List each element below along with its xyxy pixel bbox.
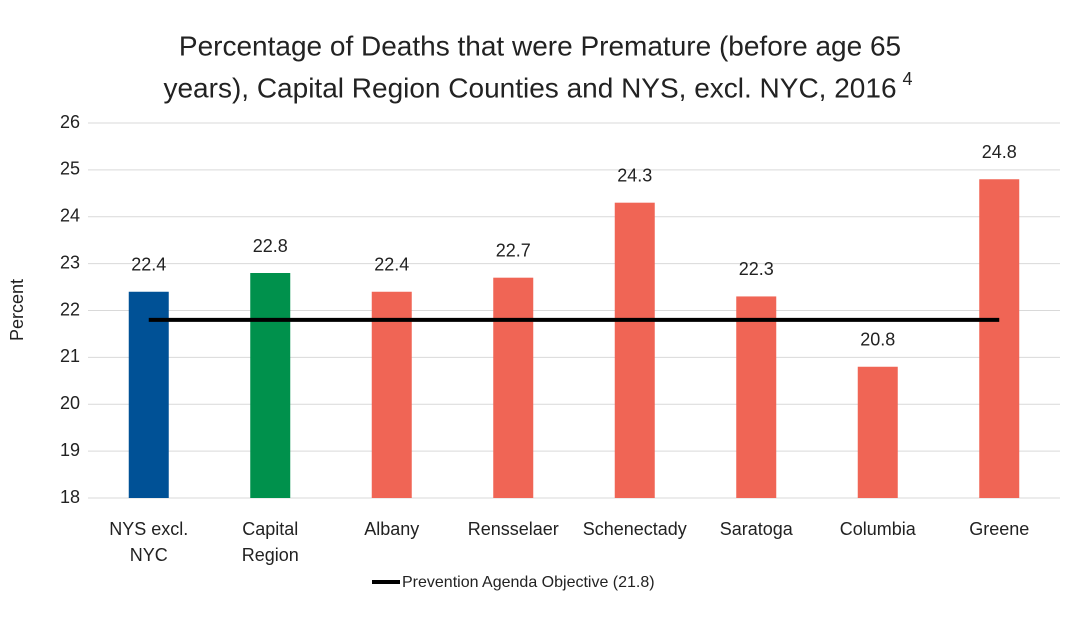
x-tick-label: Rensselaer: [468, 519, 559, 539]
value-label: 24.8: [982, 142, 1017, 162]
legend-label: Prevention Agenda Objective (21.8): [402, 574, 655, 591]
value-label: 22.3: [739, 259, 774, 279]
value-label: 24.3: [617, 165, 652, 185]
bar: [857, 366, 898, 498]
value-label: 20.8: [860, 330, 895, 350]
bar: [614, 202, 655, 498]
x-tick-label: Albany: [364, 519, 419, 539]
x-tick-label: NYS excl.: [109, 519, 188, 539]
bar: [736, 296, 777, 498]
y-tick-label: 26: [60, 112, 80, 132]
x-tick-label: Greene: [969, 519, 1029, 539]
value-label: 22.4: [131, 255, 166, 275]
x-tick-label: NYC: [130, 545, 168, 565]
bar: [493, 277, 534, 498]
bar: [250, 273, 291, 498]
x-tick-label: Columbia: [840, 519, 917, 539]
value-label: 22.4: [374, 255, 409, 275]
bar: [979, 179, 1020, 498]
bar: [371, 291, 412, 498]
y-tick-label: 20: [60, 393, 80, 413]
chart-title: years), Capital Region Counties and NYS,…: [163, 72, 896, 103]
x-tick-label: Saratoga: [720, 519, 794, 539]
y-tick-label: 19: [60, 440, 80, 460]
y-tick-label: 22: [60, 299, 80, 319]
x-tick-label: Schenectady: [583, 519, 687, 539]
y-tick-label: 23: [60, 252, 80, 272]
chart-title: Percentage of Deaths that were Premature…: [179, 30, 901, 61]
bar: [128, 291, 169, 498]
y-tick-label: 25: [60, 159, 80, 179]
y-tick-label: 24: [60, 206, 80, 226]
y-tick-label: 18: [60, 487, 80, 507]
x-tick-label: Capital: [242, 519, 298, 539]
value-label: 22.8: [253, 236, 288, 256]
value-label: 22.7: [496, 240, 531, 260]
x-tick-label: Region: [242, 545, 299, 565]
y-axis-label: Percent: [7, 279, 27, 341]
title-note: 4: [903, 69, 913, 89]
y-tick-label: 21: [60, 346, 80, 366]
